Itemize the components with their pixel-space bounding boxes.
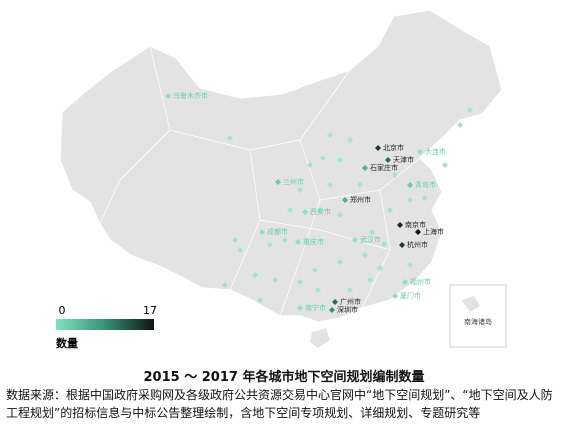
city-point (237, 247, 243, 253)
city-point (407, 182, 413, 188)
city-label: 广州市 (340, 297, 361, 306)
city-point (287, 207, 293, 213)
city-label: 兰州市 (283, 177, 304, 186)
hainan (310, 328, 330, 348)
province-lines (99, 45, 421, 317)
caption-source: 数据来源：根据中国政府采购网及各级政府公共资源交易中心官网中“地下空间规划”、“… (6, 388, 553, 420)
city-label: 成都市 (267, 227, 288, 236)
city-point (377, 265, 383, 271)
city-point (422, 195, 428, 201)
city-point (332, 299, 338, 305)
city-label: 北京市 (383, 143, 404, 152)
city-point (302, 209, 308, 215)
city-point (317, 207, 323, 213)
city-label: 厦门市 (400, 291, 421, 300)
city-point (165, 93, 171, 99)
city-label: 南京市 (405, 220, 426, 229)
city-point (357, 182, 363, 188)
city-point (392, 172, 398, 178)
city-point (457, 122, 463, 128)
city-point (295, 239, 301, 245)
city-point (320, 155, 326, 161)
city-label: 青岛市 (415, 180, 436, 189)
city-point (381, 241, 387, 247)
city-point (297, 279, 303, 285)
inset-label: 南海诸岛 (464, 317, 492, 326)
city-label: 福州市 (410, 277, 431, 286)
city-point (307, 162, 313, 168)
city-point (232, 237, 238, 243)
city-point (312, 267, 318, 273)
city-point (337, 157, 343, 163)
city-point (337, 212, 343, 218)
city-point (327, 132, 333, 138)
city-label: 西安市 (310, 207, 331, 216)
city-point (392, 293, 398, 299)
city-point (362, 252, 368, 258)
city-point (222, 282, 228, 288)
city-point (257, 297, 263, 303)
city-point (397, 222, 403, 228)
city-label: 郑州市 (350, 195, 371, 204)
legend-bar (56, 319, 154, 330)
city-point (407, 262, 413, 268)
city-point (367, 277, 373, 283)
caption-title: 2015 ～ 2017 年各城市地下空间规划编制数量 (143, 370, 425, 385)
city-point (275, 179, 281, 185)
legend-label: 数量 (56, 336, 78, 350)
city-point (227, 135, 233, 141)
city-point (407, 197, 413, 203)
city-point (352, 237, 358, 243)
city-point (387, 207, 393, 213)
city-point (315, 287, 321, 293)
city-label: 杭州市 (407, 240, 428, 249)
city-point (442, 162, 448, 168)
city-label: 南宁市 (305, 303, 326, 312)
city-point (385, 157, 391, 163)
city-point (267, 242, 273, 248)
city-point (399, 242, 405, 248)
city-label: 天津市 (393, 155, 414, 164)
city-point (347, 287, 353, 293)
city-label: 武汉市 (360, 235, 381, 244)
city-point (415, 229, 421, 235)
city-point (272, 277, 278, 283)
inset-land (462, 296, 480, 312)
city-points (165, 93, 473, 313)
city-point (347, 137, 353, 143)
city-label: 大连市 (425, 147, 446, 156)
city-point (375, 145, 381, 151)
city-point (329, 307, 335, 313)
city-point (467, 107, 473, 113)
city-point (369, 229, 375, 235)
city-label: 深圳市 (337, 305, 358, 314)
city-label: 上海市 (423, 227, 444, 236)
city-point (252, 272, 258, 278)
city-point (337, 259, 343, 265)
city-point (342, 197, 348, 203)
legend-min: 0 (59, 304, 66, 317)
city-point (327, 182, 333, 188)
city-label: 重庆市 (303, 237, 324, 246)
city-point (417, 149, 423, 155)
city-label: 石家庄市 (370, 163, 398, 172)
city-label: 乌鲁木齐市 (173, 91, 208, 100)
city-point (402, 279, 408, 285)
china-outline (59, 9, 503, 323)
city-point (362, 165, 368, 171)
legend-max: 17 (143, 304, 157, 317)
inset-box (449, 284, 507, 348)
city-point (297, 305, 303, 311)
city-point (297, 187, 303, 193)
city-point (259, 229, 265, 235)
city-point (282, 237, 288, 243)
